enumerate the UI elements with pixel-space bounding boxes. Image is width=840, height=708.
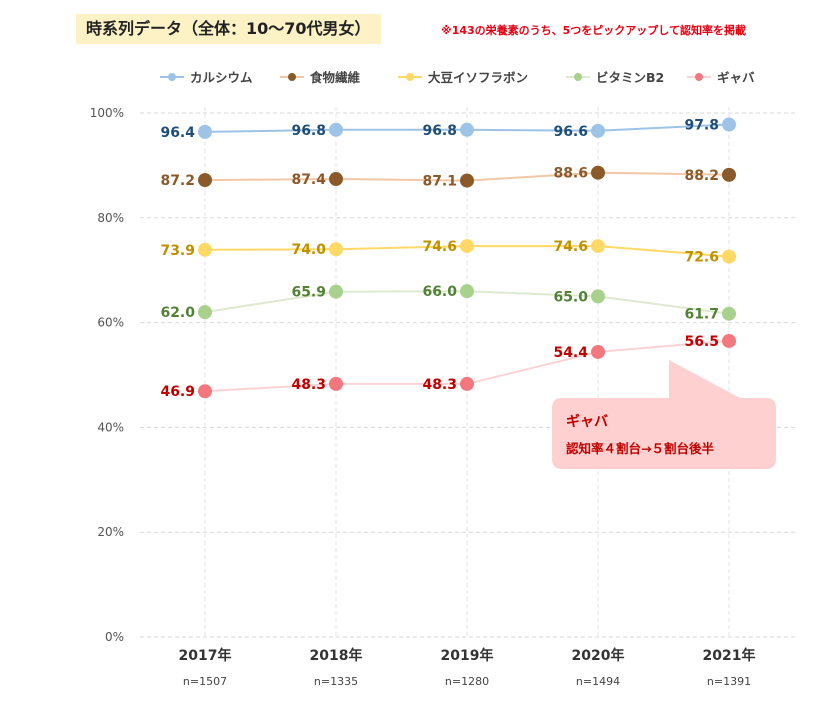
- y-tick-label: 100%: [90, 106, 124, 120]
- series-0: 96.4 96.8 96.8 96.6 97.8: [160, 117, 736, 141]
- data-label: 88.6: [553, 166, 588, 182]
- legend-marker: [574, 73, 582, 81]
- data-point: [329, 376, 343, 391]
- data-point: [722, 306, 736, 321]
- data-label: 61.7: [684, 307, 719, 323]
- data-label: 74.6: [553, 239, 588, 255]
- data-point: [591, 289, 605, 304]
- data-label: 56.5: [684, 334, 719, 350]
- y-tick-label: 20%: [97, 525, 124, 539]
- data-label: 62.0: [160, 305, 195, 321]
- data-point: [198, 124, 212, 139]
- data-point: [198, 384, 212, 399]
- legend-entry: カルシウム: [190, 70, 253, 85]
- legend-entry: ギャバ: [717, 70, 755, 85]
- data-label: 65.9: [291, 285, 326, 301]
- series-4: 46.9 48.3 48.3 54.4 56.5: [160, 333, 736, 400]
- legend-marker: [168, 73, 176, 81]
- y-tick-label: 80%: [97, 211, 124, 225]
- callout: ギャバ 認知率４割台→５割台後半: [552, 360, 776, 469]
- callout-text: 認知率４割台→５割台後半: [566, 441, 714, 456]
- data-point: [329, 242, 343, 257]
- sample-size-label: n=1507: [183, 675, 227, 688]
- data-point: [591, 344, 605, 359]
- legend-marker: [695, 73, 703, 81]
- sample-size-label: n=1335: [314, 675, 358, 688]
- data-label: 96.8: [291, 123, 326, 139]
- y-tick-label: 40%: [97, 420, 124, 434]
- data-label: 66.0: [422, 284, 457, 300]
- data-label: 72.6: [684, 250, 719, 266]
- data-label: 48.3: [422, 377, 457, 393]
- data-point: [722, 333, 736, 348]
- data-label: 87.1: [422, 174, 457, 190]
- chart-note: ※143の栄養素のうち、5つをピックアップして認知率を掲載: [441, 24, 746, 37]
- data-point: [329, 284, 343, 299]
- series-1: 87.2 87.4 87.1 88.6 88.2: [160, 165, 736, 190]
- legend-marker: [288, 73, 296, 81]
- data-point: [460, 376, 474, 391]
- data-point: [460, 122, 474, 137]
- x-axis: 2017年 n=1507 2018年 n=1335 2019年 n=1280 2020年 n=…: [179, 647, 756, 688]
- data-point: [591, 165, 605, 180]
- legend-entry: 大豆イソフラボン: [428, 70, 528, 85]
- series-3: 62.0 65.9 66.0 65.0 61.7: [160, 284, 736, 323]
- legend: カルシウム 食物繊維 大豆イソフラボン ビタミンB2 ギャバ: [160, 70, 755, 85]
- data-point: [460, 173, 474, 188]
- data-label: 74.6: [422, 239, 457, 255]
- legend-marker: [406, 73, 414, 81]
- data-label: 87.4: [291, 172, 326, 188]
- data-point: [591, 239, 605, 254]
- sample-size-label: n=1494: [576, 675, 620, 688]
- data-label: 46.9: [160, 384, 195, 400]
- data-point: [198, 242, 212, 257]
- sample-size-label: n=1391: [707, 675, 751, 688]
- data-label: 88.2: [684, 168, 719, 184]
- data-point: [722, 249, 736, 264]
- data-label: 87.2: [160, 173, 195, 189]
- data-point: [329, 122, 343, 137]
- data-label: 96.6: [553, 124, 588, 140]
- callout-title: ギャバ: [566, 413, 608, 430]
- data-point: [460, 284, 474, 299]
- data-point: [329, 172, 343, 187]
- y-tick-label: 0%: [105, 630, 124, 644]
- callout-box: [552, 360, 776, 469]
- series-layer: 96.4 96.8 96.8 96.6 97.8 87.2 87.4 87.1 88.6 88.2…: [160, 117, 736, 400]
- data-point: [460, 239, 474, 254]
- x-tick-label: 2020年: [572, 647, 625, 664]
- y-tick-label: 60%: [97, 316, 124, 330]
- data-point: [198, 173, 212, 188]
- chart-title: 時系列データ（全体：10〜70代男女）: [76, 14, 381, 44]
- sample-size-label: n=1280: [445, 675, 489, 688]
- x-tick-label: 2018年: [310, 647, 363, 664]
- data-point: [722, 117, 736, 132]
- data-point: [722, 167, 736, 182]
- legend-entry: 食物繊維: [309, 70, 361, 85]
- data-point: [198, 305, 212, 320]
- x-tick-label: 2017年: [179, 647, 232, 664]
- x-tick-label: 2021年: [703, 647, 756, 664]
- data-label: 74.0: [291, 242, 326, 258]
- data-label: 54.4: [553, 345, 588, 361]
- series-2: 73.9 74.0 74.6 74.6 72.6: [160, 239, 736, 266]
- data-label: 96.4: [160, 125, 195, 141]
- data-label: 48.3: [291, 377, 326, 393]
- data-point: [591, 123, 605, 138]
- data-label: 97.8: [684, 118, 719, 134]
- x-tick-label: 2019年: [441, 647, 494, 664]
- data-label: 73.9: [160, 243, 195, 259]
- data-label: 96.8: [422, 123, 457, 139]
- grid: 0% 20% 40% 60% 80% 100%: [90, 106, 796, 644]
- legend-entry: ビタミンB2: [596, 70, 664, 85]
- data-label: 65.0: [553, 289, 588, 305]
